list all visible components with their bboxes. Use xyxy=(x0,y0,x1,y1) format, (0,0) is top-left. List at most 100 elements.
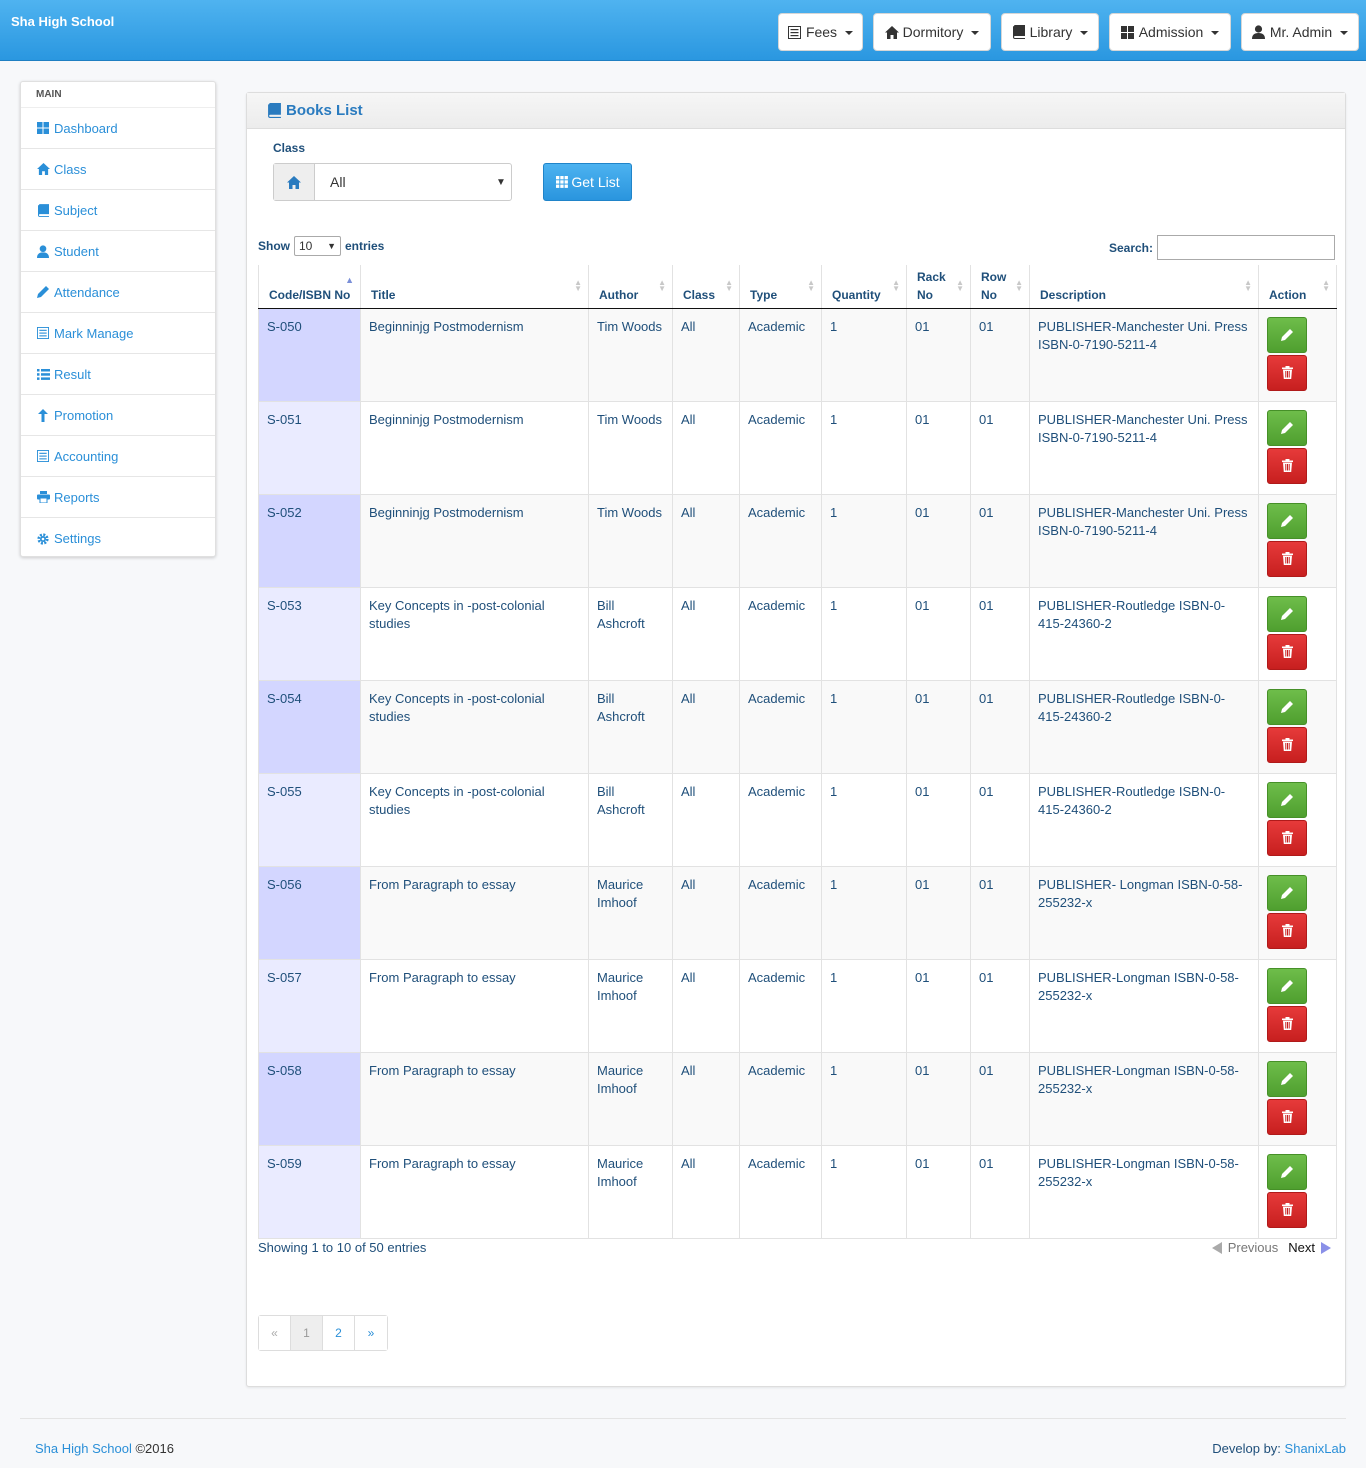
cell-title: Key Concepts in -post-colonial studies xyxy=(360,680,589,774)
edit-book-button[interactable] xyxy=(1267,874,1307,911)
sidebar-item-settings[interactable]: Settings xyxy=(21,518,215,559)
class-select[interactable]: All ▼ xyxy=(273,163,512,201)
admin-user-menu-button[interactable]: Mr. Admin xyxy=(1241,13,1359,51)
delete-book-button[interactable] xyxy=(1267,1191,1307,1228)
books-list-panel: Books List Class All ▼ Get List Show 10 … xyxy=(246,92,1346,1387)
trash-icon xyxy=(1280,1203,1294,1217)
cell-code: S-058 xyxy=(258,1052,361,1146)
pagination-page-1[interactable]: 1 xyxy=(291,1316,323,1350)
sidebar-item-promotion[interactable]: Promotion xyxy=(21,395,215,436)
column-header-code[interactable]: Code/ISBN No ▲ xyxy=(258,265,361,309)
edit-book-button[interactable] xyxy=(1267,1060,1307,1097)
search-input[interactable] xyxy=(1157,235,1335,260)
class-select-value: All xyxy=(330,174,346,190)
pagination-first[interactable]: « xyxy=(259,1316,291,1350)
edit-book-button[interactable] xyxy=(1267,1153,1307,1190)
sidebar-item-subject[interactable]: Subject xyxy=(21,190,215,231)
cell-class: All xyxy=(672,494,740,588)
cell-row: 01 xyxy=(970,401,1030,495)
delete-book-button[interactable] xyxy=(1267,354,1307,391)
column-header-author[interactable]: Author ▲ ▼ xyxy=(588,265,673,309)
edit-book-button[interactable] xyxy=(1267,781,1307,818)
edit-book-button[interactable] xyxy=(1267,409,1307,446)
page-title: Books List xyxy=(286,102,363,119)
delete-book-button[interactable] xyxy=(1267,633,1307,670)
column-header-row-no[interactable]: Row No ▲ ▼ xyxy=(970,265,1030,309)
get-list-button[interactable]: Get List xyxy=(543,163,632,201)
cell-description: PUBLISHER-Longman ISBN-0-58-255232-x xyxy=(1029,1145,1259,1239)
delete-book-button[interactable] xyxy=(1267,819,1307,856)
admission-menu-button[interactable]: Admission xyxy=(1109,13,1231,51)
next-arrow-icon[interactable] xyxy=(1321,1241,1331,1254)
column-header-title[interactable]: Title ▲ ▼ xyxy=(360,265,589,309)
cell-action xyxy=(1258,308,1337,402)
edit-book-button[interactable] xyxy=(1267,316,1307,353)
footer-developer-link[interactable]: ShanixLab xyxy=(1284,1441,1346,1456)
cell-type: Academic xyxy=(739,866,822,960)
pagination-page-2[interactable]: 2 xyxy=(323,1316,355,1350)
cell-quantity: 1 xyxy=(821,959,907,1053)
delete-book-button[interactable] xyxy=(1267,1098,1307,1135)
footer-brand-link[interactable]: Sha High School xyxy=(35,1441,132,1456)
trash-icon xyxy=(1280,1110,1294,1124)
cell-class: All xyxy=(672,773,740,867)
library-menu-button[interactable]: Library xyxy=(1001,13,1099,51)
cell-code: S-056 xyxy=(258,866,361,960)
table-info: Showing 1 to 10 of 50 entries xyxy=(258,1240,427,1255)
delete-book-button[interactable] xyxy=(1267,726,1307,763)
cell-rack: 01 xyxy=(906,773,971,867)
sidebar-item-class[interactable]: Class xyxy=(21,149,215,190)
table-search: Search: xyxy=(1109,235,1335,260)
fees-menu-button[interactable]: Fees xyxy=(778,13,863,51)
get-list-label: Get List xyxy=(571,174,620,190)
book-icon xyxy=(267,103,281,118)
trash-icon xyxy=(1280,366,1294,380)
show-label: Show xyxy=(258,239,290,253)
previous-page-link[interactable]: Previous xyxy=(1227,1240,1279,1255)
table-row: S-055 Key Concepts in -post-colonial stud… xyxy=(258,773,1337,867)
sidebar-item-result[interactable]: Result xyxy=(21,354,215,395)
books-table: Code/ISBN No ▲ Title ▲ ▼ Author ▲ ▼ Class ▲ ▼ T… xyxy=(258,265,1337,1239)
column-header-type[interactable]: Type ▲ ▼ xyxy=(739,265,822,309)
previous-arrow-icon[interactable] xyxy=(1211,1241,1222,1254)
entries-length-select[interactable]: 10 ▼ xyxy=(294,236,341,256)
delete-book-button[interactable] xyxy=(1267,1005,1307,1042)
sidebar-item-dashboard[interactable]: Dashboard xyxy=(21,108,215,149)
sidebar-item-mark-manage[interactable]: Mark Manage xyxy=(21,313,215,354)
cell-row: 01 xyxy=(970,1145,1030,1239)
column-header-action[interactable]: Action ▲ ▼ xyxy=(1258,265,1337,309)
brand-name[interactable]: Sha High School xyxy=(11,14,115,29)
sort-both-icon: ▲ ▼ xyxy=(1015,278,1023,293)
cell-code: S-055 xyxy=(258,773,361,867)
cell-code: S-054 xyxy=(258,680,361,774)
sidebar-heading: MAIN xyxy=(21,82,215,108)
cell-quantity: 1 xyxy=(821,587,907,681)
sidebar-item-label: Accounting xyxy=(54,448,119,464)
column-header-class[interactable]: Class ▲ ▼ xyxy=(672,265,740,309)
edit-book-button[interactable] xyxy=(1267,967,1307,1004)
sidebar-item-reports[interactable]: Reports xyxy=(21,477,215,518)
cell-description: PUBLISHER-Manchester Uni. Press ISBN-0-7… xyxy=(1029,494,1259,588)
edit-book-button[interactable] xyxy=(1267,502,1307,539)
next-page-link[interactable]: Next xyxy=(1288,1240,1315,1255)
edit-book-button[interactable] xyxy=(1267,595,1307,632)
delete-book-button[interactable] xyxy=(1267,540,1307,577)
edit-book-button[interactable] xyxy=(1267,688,1307,725)
cell-rack: 01 xyxy=(906,587,971,681)
delete-book-button[interactable] xyxy=(1267,912,1307,949)
sidebar-item-accounting[interactable]: Accounting xyxy=(21,436,215,477)
sidebar-item-attendance[interactable]: Attendance xyxy=(21,272,215,313)
sidebar-item-student[interactable]: Student xyxy=(21,231,215,272)
list-icon xyxy=(36,367,50,381)
dormitory-menu-button[interactable]: Dormitory xyxy=(873,13,991,51)
sidebar-item-label: Dashboard xyxy=(54,120,118,136)
column-header-rack-no[interactable]: Rack No ▲ ▼ xyxy=(906,265,971,309)
cell-action xyxy=(1258,959,1337,1053)
sidebar-item-label: Reports xyxy=(54,489,100,505)
delete-book-button[interactable] xyxy=(1267,447,1307,484)
chevron-down-icon xyxy=(1340,31,1349,35)
list-alt-icon xyxy=(788,25,802,39)
pagination-last[interactable]: » xyxy=(355,1316,387,1350)
column-header-quantity[interactable]: Quantity ▲ ▼ xyxy=(821,265,907,309)
column-header-description[interactable]: Description ▲ ▼ xyxy=(1029,265,1259,309)
